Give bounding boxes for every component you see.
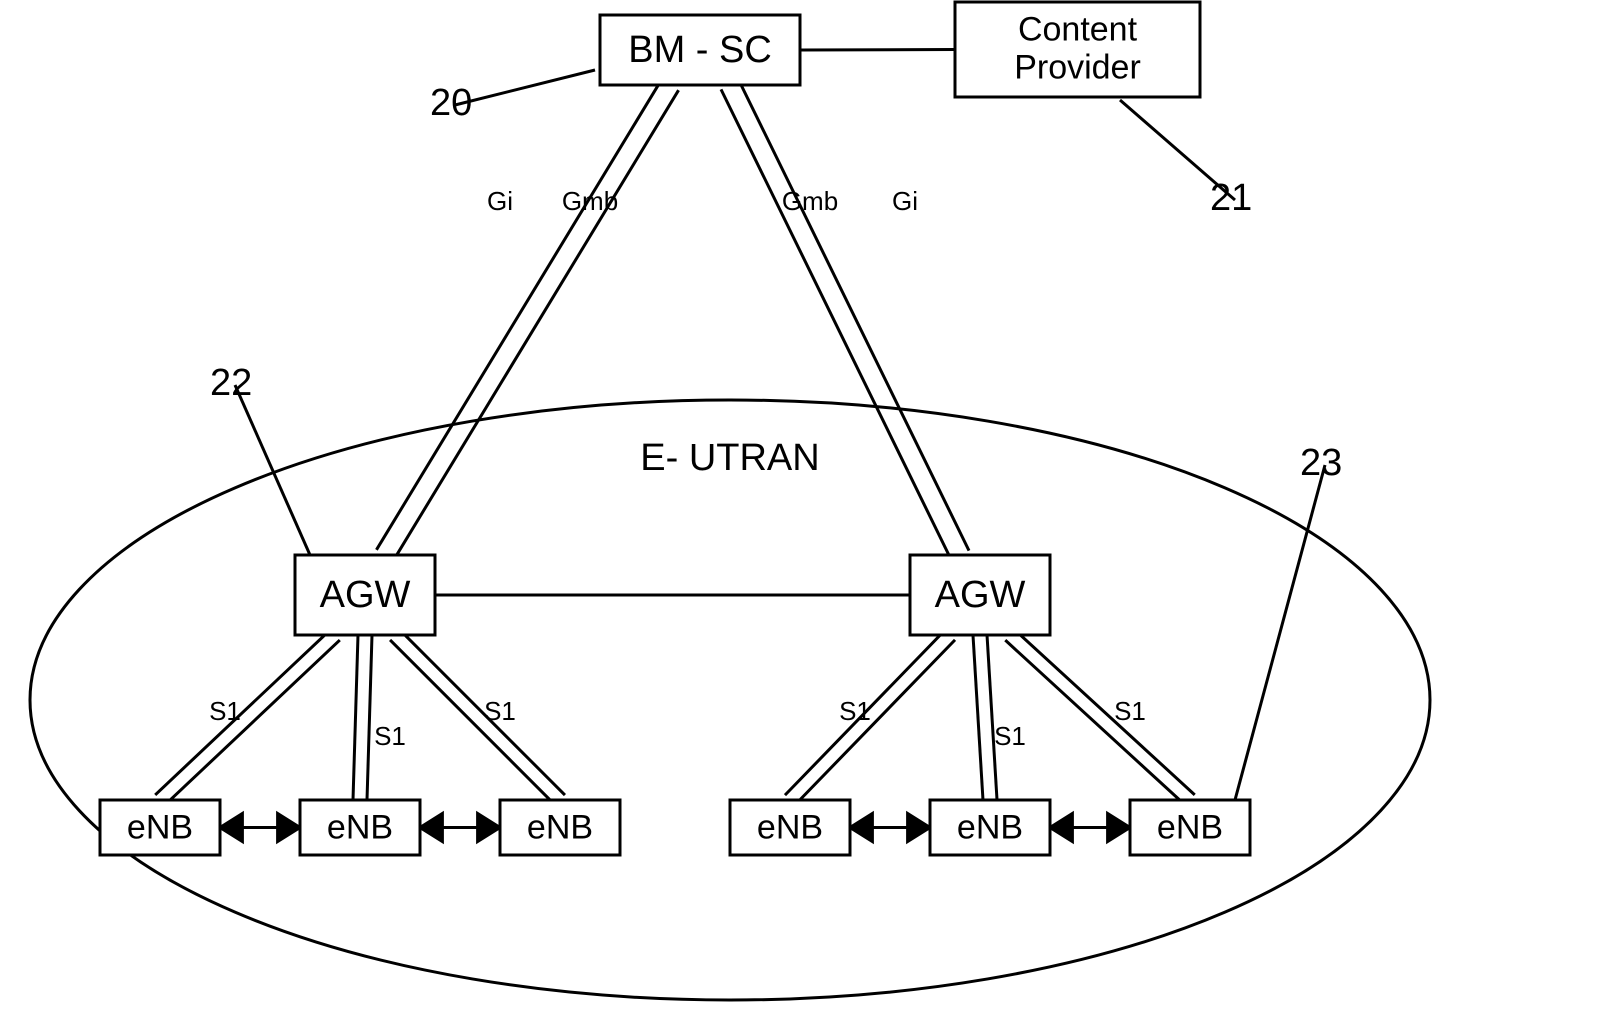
ref-r21: 21 <box>1210 177 1252 219</box>
node-label-enb1a: eNB <box>127 808 193 846</box>
node-label-enb2b: eNB <box>957 808 1023 846</box>
node-label-enb2a: eNB <box>757 808 823 846</box>
edge-label-gmb_right: Gmb <box>782 186 838 216</box>
edge-label-s1_2c: S1 <box>1114 696 1146 726</box>
node-label-agw1: AGW <box>320 574 411 616</box>
edge-label-s1_2a: S1 <box>839 696 871 726</box>
node-label-enb1b: eNB <box>327 808 393 846</box>
node-label-enb2c: eNB <box>1157 808 1223 846</box>
edge-label-gi_left: Gi <box>487 186 513 216</box>
node-label-bmsc: BM - SC <box>628 29 772 71</box>
ref-r20: 20 <box>430 82 472 124</box>
node-label-enb1c: eNB <box>527 808 593 846</box>
ref-r23: 23 <box>1300 442 1342 484</box>
edge-label-s1_2b: S1 <box>994 721 1026 751</box>
edge-label-s1_1c: S1 <box>484 696 516 726</box>
node-label-cp-1: Content <box>1018 10 1138 48</box>
node-label-cp-2: Provider <box>1014 48 1141 86</box>
region-label: E- UTRAN <box>640 437 819 479</box>
edge-label-s1_1a: S1 <box>209 696 241 726</box>
edge-label-gi_right: Gi <box>892 186 918 216</box>
edge-label-gmb_left: Gmb <box>562 186 618 216</box>
edge-label-s1_1b: S1 <box>374 721 406 751</box>
node-label-agw2: AGW <box>935 574 1026 616</box>
ref-r22: 22 <box>210 362 252 404</box>
